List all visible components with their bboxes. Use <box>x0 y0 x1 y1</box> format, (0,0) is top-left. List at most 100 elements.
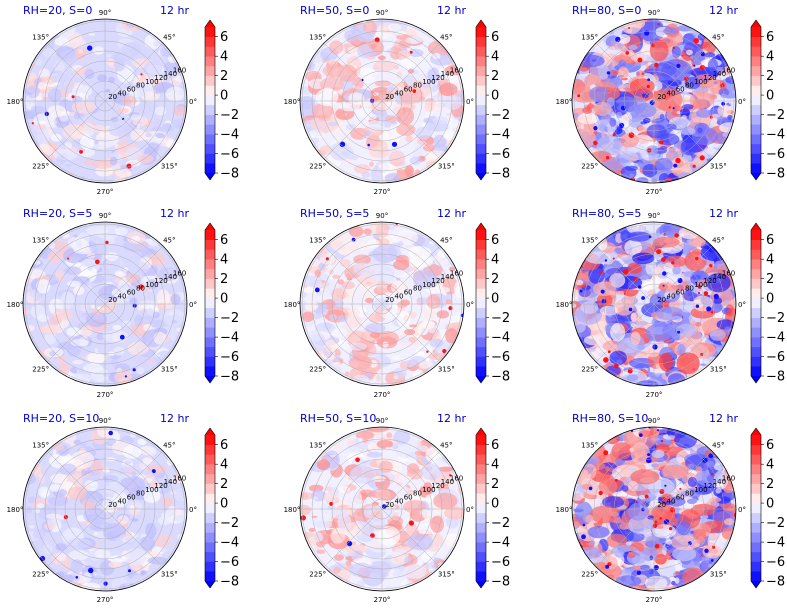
angular-tick-label: 135° <box>581 442 598 450</box>
colorbar-segment <box>205 124 215 135</box>
colorbar-segment <box>205 327 215 338</box>
colorbar-segment <box>751 473 761 484</box>
radial-tick-label: 60 <box>127 86 136 94</box>
field-cell <box>678 226 701 239</box>
polar-border <box>571 221 737 387</box>
colorbar-segment <box>751 56 761 67</box>
field-cell <box>684 272 693 278</box>
grid-spoke <box>381 450 441 510</box>
field-spot <box>391 141 398 147</box>
colorbar-tick-label: 4 <box>766 50 774 65</box>
colorbar-segment <box>476 46 486 57</box>
field-cell <box>26 85 40 99</box>
field-spot <box>648 235 652 239</box>
colorbar-segment <box>205 532 215 543</box>
field-cell <box>329 454 336 457</box>
colorbar-segment <box>476 571 486 582</box>
colorbar-segment <box>205 65 215 76</box>
panel-time-label: 12 hr <box>160 207 189 220</box>
field-cell <box>716 319 735 330</box>
colorbar-tick-label: 6 <box>766 233 774 248</box>
field-cell <box>73 285 85 296</box>
colorbar-tick-label: 0 <box>220 497 228 512</box>
polar-panel: 0°45°90°135°180°225°270°315°20 40 60 80 1001… <box>284 207 511 399</box>
field-cell <box>108 124 127 137</box>
field-cell <box>609 117 617 127</box>
colorbar-tick-label: 0 <box>766 292 774 307</box>
colorbar-tick-label: −4 <box>491 536 510 551</box>
field-cell <box>659 352 673 372</box>
colorbar-segment <box>751 337 761 348</box>
colorbar-segment <box>751 571 761 582</box>
field-cell <box>432 116 449 124</box>
colorbar-segment <box>476 268 486 279</box>
field-spot <box>700 555 703 558</box>
colorbar-tick-label: −4 <box>766 128 785 143</box>
field-cell <box>93 571 97 577</box>
field-spot <box>351 237 356 242</box>
field-cell <box>407 533 434 551</box>
field-spot <box>679 487 682 490</box>
colorbar-segment <box>205 259 215 270</box>
field-cell <box>724 326 731 336</box>
angular-tick-label: 90° <box>99 9 111 17</box>
colorbar: 6 4 2 0 −2 −4 −6 −8 <box>750 19 785 182</box>
field-cell <box>427 276 438 289</box>
field-cell <box>396 34 410 40</box>
colorbar: 6 4 2 0 −2 −4 −6 −8 <box>475 19 510 182</box>
field-spot <box>669 527 673 531</box>
field-cell <box>71 100 96 114</box>
field-cell <box>602 496 624 509</box>
field-spot <box>652 523 658 529</box>
field-cell <box>371 43 377 50</box>
angular-tick-label: 270° <box>646 391 663 399</box>
colorbar-tick-label: 6 <box>220 30 228 45</box>
field-cell <box>79 93 84 98</box>
field-cell <box>691 248 702 255</box>
radial-tick-label: 140 <box>164 478 177 486</box>
field-cell <box>672 546 697 562</box>
field-cell <box>147 556 168 565</box>
field-cell <box>663 262 674 273</box>
grid-spoke <box>104 303 164 363</box>
angular-tick-label: 225° <box>32 570 49 578</box>
angular-tick-label: 225° <box>581 570 598 578</box>
angular-tick-label: 270° <box>374 391 391 399</box>
angular-tick-label: 90° <box>99 417 111 425</box>
field-cell <box>30 105 40 114</box>
field-spot <box>664 484 667 487</box>
field-cell <box>429 338 444 348</box>
colorbar-extend-min <box>205 376 215 383</box>
field-cell <box>173 509 182 516</box>
field-cell <box>47 250 62 263</box>
field-spot <box>659 489 665 495</box>
field-spot <box>676 63 681 68</box>
angular-tick-label: 225° <box>32 365 49 373</box>
field-cell <box>682 567 705 587</box>
panels: 0°45°90°135°180°225°270°315°20 40 60 80 1001… <box>7 4 786 604</box>
radial-tick-label: 40 <box>395 292 404 300</box>
field-cell <box>313 64 325 72</box>
field-cell <box>396 123 416 136</box>
field-cell <box>49 484 62 492</box>
field-cell <box>97 74 107 82</box>
field-cell <box>110 358 119 366</box>
field-cell <box>723 518 735 526</box>
field-cell <box>353 254 371 265</box>
colorbar-tick-label: 2 <box>766 69 774 84</box>
field-cell <box>421 320 435 330</box>
field-cell <box>680 490 691 497</box>
field-cell <box>349 155 359 160</box>
colorbar-segment <box>476 298 486 309</box>
colorbar-segment <box>476 36 486 47</box>
field-cell <box>674 559 682 572</box>
field-cell <box>125 536 137 546</box>
radial-tick-label: 80 <box>685 490 694 498</box>
grid-spoke <box>653 303 713 363</box>
field-cell <box>666 435 676 440</box>
polar-grid <box>300 222 464 386</box>
field-cell <box>39 120 47 125</box>
colorbar-tick-label: 4 <box>491 50 499 65</box>
field-cell <box>153 331 166 345</box>
field-cell <box>376 374 381 382</box>
